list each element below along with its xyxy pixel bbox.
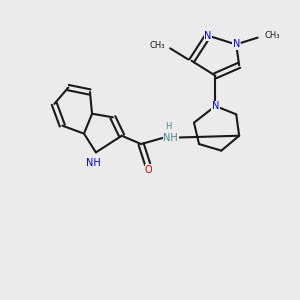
Text: N: N	[204, 31, 211, 40]
Text: CH₃: CH₃	[264, 31, 280, 40]
Text: NH: NH	[164, 133, 178, 143]
Text: N: N	[212, 101, 219, 111]
Text: CH₃: CH₃	[149, 41, 165, 50]
Text: NH: NH	[85, 158, 100, 168]
Text: H: H	[165, 122, 171, 131]
Text: O: O	[145, 165, 153, 175]
Text: N: N	[232, 40, 240, 50]
